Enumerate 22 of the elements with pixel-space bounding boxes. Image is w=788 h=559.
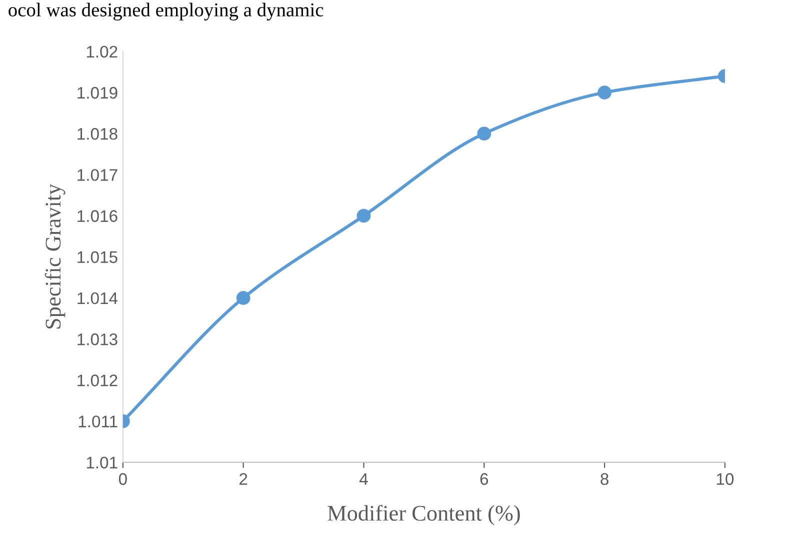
x-axis-title: Modifier Content (%) <box>328 504 520 526</box>
y-tick-label: 1.016 <box>78 210 118 222</box>
x-tick-label: 2 <box>240 473 248 485</box>
x-tick-label: 4 <box>359 473 368 485</box>
y-tick-label: 1.019 <box>78 86 118 99</box>
y-tick-label: 1.017 <box>78 169 118 181</box>
point <box>356 208 371 223</box>
x-tick-label: 8 <box>600 473 608 485</box>
y-axis-title: Specific Gravity <box>44 184 66 328</box>
x-tick-label: 10 <box>716 473 734 485</box>
x-tick-label: 6 <box>480 473 488 485</box>
text: ocol was designed employing a dynamic <box>8 2 324 20</box>
y-tick-label: 1.012 <box>78 374 118 386</box>
y-tick-label: 1.014 <box>78 292 118 304</box>
y-tick-label: 1.02 <box>86 46 118 58</box>
y-tick-label: 1.01 <box>86 456 118 468</box>
y-tick-label: 1.013 <box>78 333 118 346</box>
point <box>477 126 492 141</box>
y-tick-label: 1.011 <box>78 416 118 428</box>
y-tick-label: 1.018 <box>78 128 118 140</box>
y-tick-label: 1.015 <box>78 251 118 264</box>
x-tick-label: 0 <box>118 473 127 485</box>
